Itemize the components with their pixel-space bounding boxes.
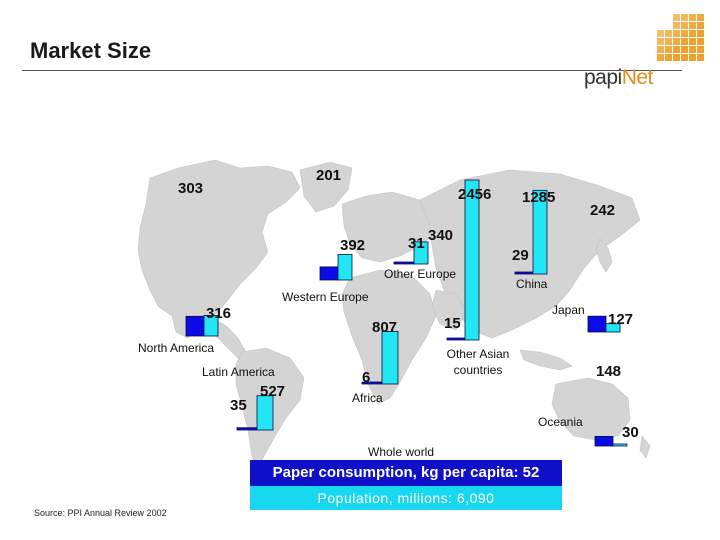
logo-cell <box>697 46 704 53</box>
bar-label-other-asian-b: 2456 <box>458 186 491 203</box>
paper-consumption-box: Paper consumption, kg per capita: 52 <box>250 460 562 486</box>
logo-cell <box>681 22 688 29</box>
bar-label-other-europe-a: 31 <box>408 235 425 252</box>
page-title: Market Size <box>30 38 152 63</box>
bar-latin-america-b <box>256 395 274 431</box>
new-zealand-shape <box>639 435 651 459</box>
bar-china-a <box>514 271 534 275</box>
logo-cell <box>673 14 680 21</box>
brand-prefix: papi <box>584 66 622 89</box>
bar-japan-a <box>587 315 607 333</box>
source-note: Source: PPI Annual Review 2002 <box>34 508 167 518</box>
bar-other-asian-a <box>446 337 466 341</box>
logo-cell <box>665 46 672 53</box>
bar-north-america-a <box>185 315 205 337</box>
bar-oceania-b <box>612 443 628 447</box>
bar-label-oceania-a: 148 <box>596 363 621 380</box>
label-whole-world: Whole world <box>368 445 434 459</box>
label-other-asian-1: Other Asian <box>447 347 510 361</box>
logo-cell <box>689 46 696 53</box>
logo-cell <box>681 46 688 53</box>
bar-japan-b <box>605 323 621 333</box>
label-africa: Africa <box>352 391 383 405</box>
logo-cell <box>657 46 664 53</box>
label-north-america: North America <box>138 341 214 355</box>
bar-label-north-america-b: 316 <box>206 305 231 322</box>
bar-label-africa-a: 6 <box>362 369 370 386</box>
logo-cell <box>681 14 688 21</box>
logo-cell <box>689 38 696 45</box>
label-china: China <box>516 277 548 291</box>
bar-label-china-a: 29 <box>512 247 529 264</box>
logo-cell <box>657 54 664 61</box>
bar-label-japan-a: 242 <box>590 202 615 219</box>
logo-cell <box>657 38 664 45</box>
label-other-europe: Other Europe <box>384 267 456 281</box>
logo-cell <box>697 54 704 61</box>
logo-cell <box>673 46 680 53</box>
arabia-shape <box>431 289 467 331</box>
bar-other-europe-b <box>413 241 429 265</box>
bar-label-north-america-a: 303 <box>178 180 203 197</box>
bar-oceania-a <box>594 435 614 447</box>
logo-cell <box>697 30 704 37</box>
papinet-logo-grid-icon <box>657 14 704 61</box>
logo-cell <box>697 22 704 29</box>
bar-label-china-b: 1285 <box>522 189 555 206</box>
bar-label-western-europe-a: 201 <box>316 167 341 184</box>
logo-cell <box>689 54 696 61</box>
bar-label-africa-b: 807 <box>372 319 397 336</box>
region-labels: North America Western Europe Other Europe L… <box>138 267 585 459</box>
bar-label-latin-america-a: 35 <box>230 397 247 414</box>
logo-cell <box>689 22 696 29</box>
bar-label-japan-b: 127 <box>608 311 633 328</box>
bar-western-europe-b <box>337 254 353 281</box>
bar-latin-america-a <box>236 427 258 431</box>
bar-label-other-asian-a: 15 <box>444 315 461 332</box>
greenland-shape <box>299 161 353 213</box>
australia-shape <box>551 377 631 441</box>
label-latin-america: Latin America <box>202 365 275 379</box>
label-other-asian-2: countries <box>454 363 503 377</box>
label-oceania: Oceania <box>538 415 583 429</box>
bar-label-western-europe-b: 392 <box>340 237 365 254</box>
logo-cell <box>657 30 664 37</box>
logo-cell <box>665 30 672 37</box>
north-america-shape <box>137 159 301 339</box>
bar-china-b <box>532 189 548 275</box>
brand-suffix: Net <box>621 66 654 89</box>
logo-cell <box>681 38 688 45</box>
bar-north-america-b <box>203 314 219 337</box>
label-western-europe: Western Europe <box>282 290 369 304</box>
logo-cell <box>673 30 680 37</box>
label-japan: Japan <box>552 303 585 317</box>
logo-cell <box>673 22 680 29</box>
logo-cell <box>665 54 672 61</box>
indonesia-shape <box>519 349 573 371</box>
bar-western-europe-a <box>319 266 339 281</box>
logo-cell <box>673 54 680 61</box>
papinet-logo: papiNet <box>584 66 653 90</box>
bar-labels: 303 316 201 392 31 340 35 527 6 807 15 2456 29 1285 24… <box>178 167 639 441</box>
logo-cell <box>697 14 704 21</box>
logo-cell <box>665 38 672 45</box>
population-box: Population, millions: 6,090 <box>250 486 562 510</box>
logo-cell <box>673 38 680 45</box>
bar-other-asian-b <box>464 179 480 341</box>
logo-cell <box>681 30 688 37</box>
bar-africa-b <box>381 330 399 385</box>
bar-other-europe-a <box>393 261 415 265</box>
bar-label-latin-america-b: 527 <box>260 383 285 400</box>
logo-cell <box>681 54 688 61</box>
title-divider <box>22 70 682 71</box>
bars-group <box>185 179 628 447</box>
bar-label-other-europe-b: 340 <box>428 227 453 244</box>
bar-label-oceania-b: 30 <box>622 424 639 441</box>
logo-cell <box>689 30 696 37</box>
logo-cell <box>697 38 704 45</box>
japan-shape <box>595 237 613 273</box>
logo-cell <box>689 14 696 21</box>
